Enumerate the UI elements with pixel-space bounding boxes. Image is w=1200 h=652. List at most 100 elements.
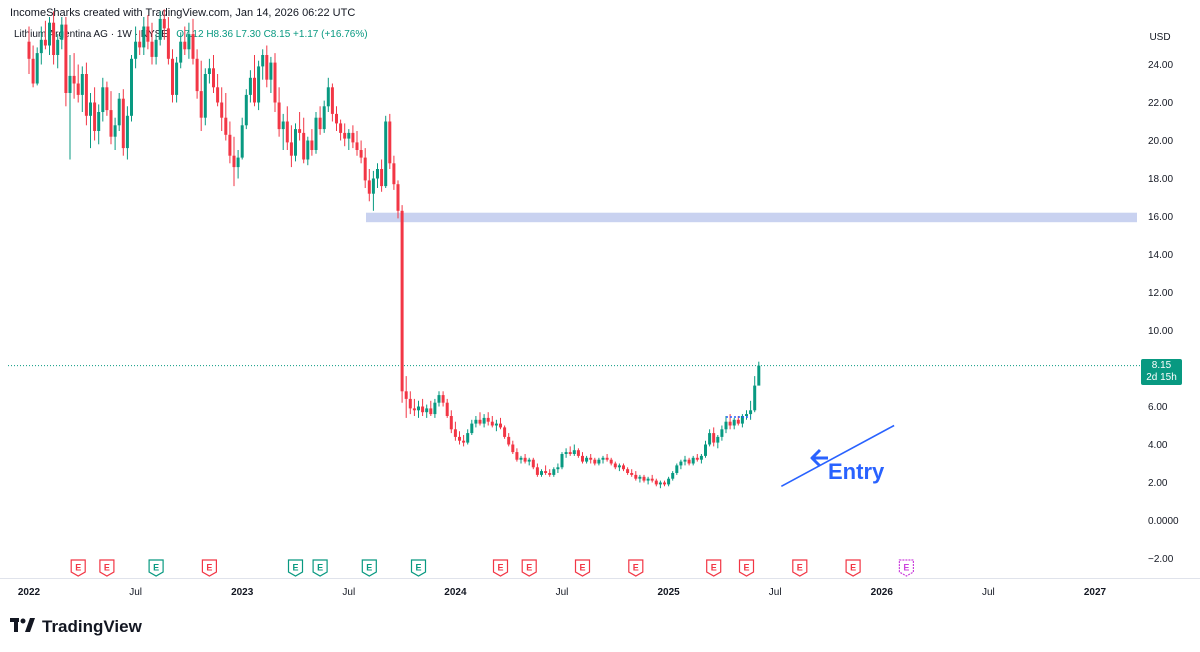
earnings-icon-letter: E (415, 563, 421, 573)
candle-up (437, 395, 441, 403)
candle-up (326, 87, 330, 107)
candle-down (712, 433, 716, 443)
y-tick-label: 2.00 (1148, 478, 1168, 489)
candle-up (667, 478, 671, 485)
candle-up (585, 457, 589, 462)
candle-down (642, 476, 646, 481)
candle-up (207, 68, 211, 74)
candle-down (400, 210, 404, 392)
x-tick-label: Jul (129, 587, 142, 598)
candle-down (253, 77, 256, 103)
candle-up (572, 450, 576, 454)
candle-up (527, 459, 531, 462)
candle-down (183, 41, 187, 50)
candle-up (470, 423, 474, 434)
y-tick-label: 22.00 (1148, 98, 1173, 109)
tradingview-brand[interactable]: TradingView (10, 617, 142, 637)
candle-down (535, 467, 539, 475)
candle-up (130, 58, 133, 116)
candle-down (146, 26, 150, 42)
chart-credit: IncomeSharks created with TradingView.co… (10, 7, 356, 19)
candle-down (593, 459, 597, 464)
x-tick-label: 2024 (444, 587, 467, 598)
y-tick-label: 4.00 (1148, 440, 1168, 451)
candle-down (339, 123, 343, 133)
x-tick-label: 2027 (1084, 587, 1107, 598)
candle-up (257, 66, 261, 103)
candle-up (39, 39, 43, 54)
ohlc-values: O7.12 H8.36 L7.30 C8.15 +1.17 (+16.76%) (176, 29, 368, 40)
candle-up (97, 112, 101, 131)
earnings-icon (492, 559, 509, 577)
candle-up (556, 467, 560, 470)
candle-down (355, 142, 359, 150)
earnings-icon (148, 559, 164, 577)
candle-up (347, 132, 351, 139)
candle-up (494, 423, 498, 426)
earnings-icon-letter: E (797, 563, 803, 573)
candle-up (740, 416, 744, 424)
earnings-icon (287, 559, 304, 577)
candle-down (396, 184, 400, 211)
earnings-icon (845, 559, 861, 577)
candle-down (27, 41, 31, 59)
candle-up (417, 406, 420, 411)
candle-up (248, 77, 252, 95)
symbol-name[interactable]: Lithium Argentina AG · 1W · NYSE (14, 29, 168, 40)
tradingview-logo-icon (10, 617, 36, 637)
candle-down (429, 408, 433, 415)
earnings-icon-letter: E (633, 563, 639, 573)
candle-down (367, 180, 371, 194)
earnings-icon-letter: E (579, 563, 585, 573)
candle-up (48, 22, 51, 46)
candle-down (581, 455, 584, 462)
candle-up (134, 41, 138, 59)
candle-down (486, 417, 490, 422)
candle-up (158, 18, 162, 40)
candle-down (728, 421, 732, 426)
candle-up (113, 125, 117, 137)
candle-down (490, 421, 494, 426)
x-tick-label: 2022 (18, 587, 41, 598)
earnings-icon-letter: E (153, 563, 159, 573)
candle-down (380, 169, 384, 187)
candle-down (43, 39, 47, 46)
y-tick-label: 0.0000 (1148, 516, 1179, 527)
candle-up (281, 121, 285, 130)
candle-down (273, 62, 277, 103)
candle-down (626, 469, 630, 473)
candle-up (125, 115, 129, 149)
candle-up (691, 457, 695, 464)
candle-down (363, 157, 367, 181)
candle-up (60, 24, 64, 40)
candle-up (154, 39, 158, 57)
x-tick-label: Jul (982, 587, 995, 598)
y-tick-label: 10.00 (1148, 326, 1173, 337)
earnings-icon (574, 559, 591, 577)
candle-down (589, 457, 593, 460)
candle-down (359, 150, 363, 158)
last-price-badge: 8.15 2d 15h (1141, 359, 1182, 385)
candle-down (265, 55, 269, 80)
candle-up (80, 74, 84, 95)
candle-up (117, 98, 121, 126)
candle-up (425, 408, 429, 413)
earnings-icon (410, 559, 427, 577)
x-tick-label: 2026 (871, 587, 894, 598)
candle-down (687, 459, 691, 464)
candle-up (753, 385, 757, 411)
earnings-icon-letter: E (292, 563, 298, 573)
candle-up (35, 53, 39, 84)
candle-up (679, 461, 683, 466)
x-tick-label: Jul (556, 587, 569, 598)
candle-up (244, 94, 248, 126)
candle-down (216, 87, 220, 103)
candle-up (384, 121, 388, 187)
earnings-icon-letter: E (366, 563, 372, 573)
candle-up (240, 125, 244, 158)
candle-down (511, 444, 515, 453)
bar-countdown: 2d 15h (1146, 372, 1177, 383)
candle-up (376, 169, 379, 179)
earnings-icon-letter: E (317, 563, 323, 573)
